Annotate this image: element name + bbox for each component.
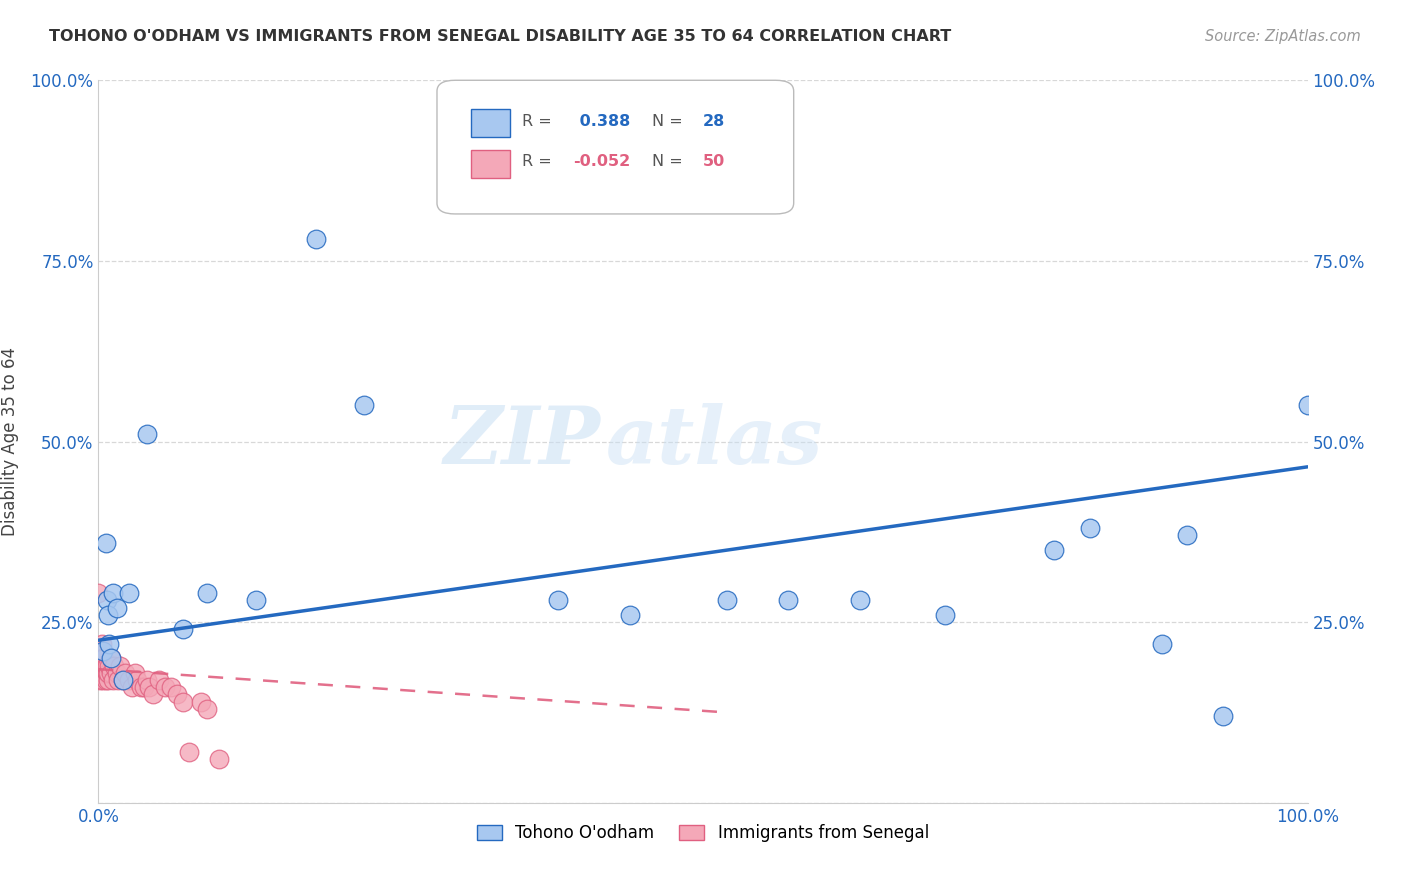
Text: Source: ZipAtlas.com: Source: ZipAtlas.com [1205,29,1361,44]
Point [1175,528,1198,542]
Point [160,680,183,694]
Point [129,680,152,694]
Point [1078,521,1101,535]
Point [96,593,118,607]
Point [118,586,141,600]
Point [91,651,114,665]
Point [90,651,112,665]
Point [97,607,120,622]
Point [142,687,165,701]
Point [1296,398,1319,412]
Point [93,658,115,673]
Point [98,637,121,651]
Point [90,644,112,658]
Point [121,680,143,694]
Point [190,695,212,709]
Point [172,695,194,709]
Point [105,665,128,680]
Point [195,702,218,716]
Point [124,665,146,680]
Point [93,651,115,665]
Point [135,673,157,687]
Point [208,752,231,766]
Point [91,637,114,651]
Point [1152,637,1174,651]
Point [91,651,114,665]
Point [91,658,114,673]
Point [100,651,122,665]
Point [127,673,149,687]
Legend: Tohono O'odham, Immigrants from Senegal: Tohono O'odham, Immigrants from Senegal [471,817,935,848]
Point [135,427,157,442]
FancyBboxPatch shape [471,151,509,178]
Text: R =: R = [522,114,557,129]
Point [103,658,125,673]
Text: TOHONO O'ODHAM VS IMMIGRANTS FROM SENEGAL DISABILITY AGE 35 TO 64 CORRELATION CH: TOHONO O'ODHAM VS IMMIGRANTS FROM SENEGA… [49,29,952,44]
Point [934,607,956,622]
Point [93,665,115,680]
Text: ZIP: ZIP [443,403,600,480]
Text: -0.052: -0.052 [574,154,631,169]
Text: 50: 50 [703,154,725,169]
Text: 0.388: 0.388 [574,114,630,129]
Point [111,673,134,687]
Point [100,651,122,665]
Point [114,665,136,680]
Text: 28: 28 [703,114,725,129]
Point [91,665,114,680]
Point [716,593,738,607]
Point [105,600,128,615]
Point [353,398,375,412]
Point [111,673,134,687]
Point [91,673,114,687]
Point [166,687,188,701]
Point [118,673,141,687]
Point [245,593,267,607]
Point [97,673,120,687]
Point [179,745,201,759]
FancyBboxPatch shape [471,109,509,136]
Point [107,673,129,687]
Point [1212,709,1234,723]
Point [148,673,170,687]
Point [195,586,218,600]
Y-axis label: Disability Age 35 to 64: Disability Age 35 to 64 [1,347,20,536]
Point [90,658,112,673]
Point [1042,542,1064,557]
Point [619,607,641,622]
Point [100,665,122,680]
Point [138,680,160,694]
Point [87,586,110,600]
Text: R =: R = [522,154,557,169]
Point [776,593,799,607]
Point [153,680,176,694]
Point [94,673,117,687]
Point [89,673,111,687]
Point [108,658,131,673]
Point [89,651,111,665]
Point [96,665,118,680]
Point [91,665,114,680]
Text: N =: N = [652,114,688,129]
Point [96,658,118,673]
Point [849,593,872,607]
Point [97,665,120,680]
Point [94,658,117,673]
Point [134,680,156,694]
Point [94,535,117,549]
Point [98,658,121,673]
Point [172,623,194,637]
Point [101,586,124,600]
Point [101,673,124,687]
Text: atlas: atlas [606,403,824,480]
Point [547,593,569,607]
Point [91,644,114,658]
Point [305,232,328,246]
FancyBboxPatch shape [437,80,793,214]
Text: N =: N = [652,154,688,169]
